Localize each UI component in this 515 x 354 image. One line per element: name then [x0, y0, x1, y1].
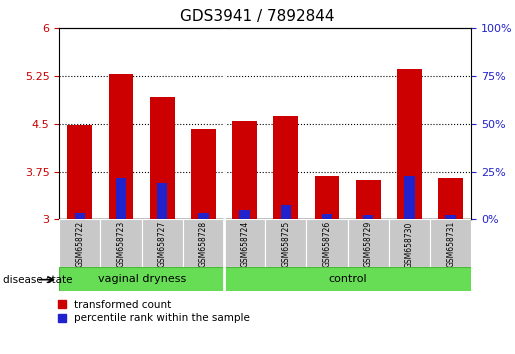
Bar	[157, 183, 167, 219]
Bar	[100, 219, 142, 267]
Bar	[59, 267, 224, 291]
Bar	[445, 215, 456, 219]
Bar	[397, 69, 422, 219]
Bar	[150, 97, 175, 219]
Text: vaginal dryness: vaginal dryness	[97, 274, 186, 284]
Text: control: control	[329, 274, 367, 284]
Text: GSM658725: GSM658725	[281, 221, 290, 268]
Bar	[75, 213, 85, 219]
Bar	[273, 116, 298, 219]
Text: GSM658722: GSM658722	[75, 221, 84, 267]
Bar	[348, 219, 389, 267]
Bar	[191, 129, 216, 219]
Bar	[430, 219, 471, 267]
Text: disease state: disease state	[3, 275, 72, 285]
Bar	[116, 178, 126, 219]
Text: GSM658731: GSM658731	[446, 221, 455, 268]
Bar	[306, 219, 348, 267]
Bar	[322, 215, 332, 219]
Bar	[438, 178, 463, 219]
Bar	[281, 205, 291, 219]
Text: GDS3941 / 7892844: GDS3941 / 7892844	[180, 9, 335, 24]
Bar	[198, 213, 209, 219]
Text: GSM658726: GSM658726	[322, 221, 332, 268]
Text: GSM658730: GSM658730	[405, 221, 414, 268]
Bar	[239, 210, 250, 219]
Bar	[142, 219, 183, 267]
Bar	[389, 219, 430, 267]
Text: GSM658724: GSM658724	[240, 221, 249, 268]
Bar	[356, 180, 381, 219]
Bar	[363, 215, 373, 219]
Bar	[183, 219, 224, 267]
Legend: transformed count, percentile rank within the sample: transformed count, percentile rank withi…	[54, 296, 254, 327]
Bar	[224, 267, 471, 291]
Bar	[59, 219, 100, 267]
Text: GSM658727: GSM658727	[158, 221, 167, 268]
Text: GSM658729: GSM658729	[364, 221, 373, 268]
Bar	[232, 121, 257, 219]
Bar	[404, 176, 415, 219]
Text: GSM658728: GSM658728	[199, 221, 208, 267]
Bar	[265, 219, 306, 267]
Text: GSM658723: GSM658723	[116, 221, 126, 268]
Bar	[109, 74, 133, 219]
Bar	[224, 219, 265, 267]
Bar	[67, 125, 92, 219]
Bar	[315, 176, 339, 219]
